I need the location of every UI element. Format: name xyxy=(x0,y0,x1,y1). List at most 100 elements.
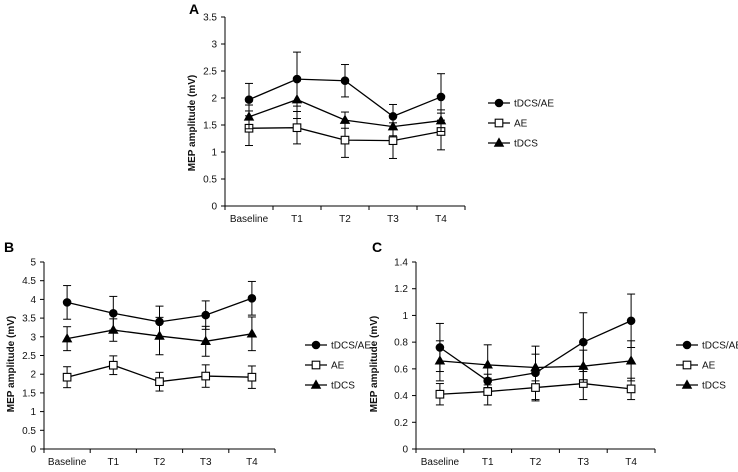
panel-c-series-tdcs-point xyxy=(578,360,589,370)
panel-a-series-tdcs-ae-point xyxy=(340,76,350,86)
panel-a-y-tick-label: 1.5 xyxy=(203,121,217,132)
panel-c-y-tick-label: 1.2 xyxy=(394,284,408,295)
panel-a-x-tick-label: T2 xyxy=(339,214,351,225)
panel-b-legend-marker xyxy=(311,360,321,370)
panel-a-series-tdcs-point xyxy=(243,111,255,121)
panel-c-x-tick-label: T1 xyxy=(482,457,494,468)
panel-b-series-tdcs-point xyxy=(61,333,73,343)
panel-b-y-tick-label: 1.5 xyxy=(22,388,36,399)
panel-a-series-ae-point xyxy=(340,135,350,145)
panel-c-x-tick-label: T4 xyxy=(625,457,637,468)
panel-b-series-tdcs-point xyxy=(246,328,258,338)
panel-c-y-tick-label: 0.4 xyxy=(394,391,408,402)
panel-c-legend-marker xyxy=(681,379,693,389)
panel-c-series-ae-point xyxy=(626,384,636,394)
panel-a-x-tick-label: T4 xyxy=(435,214,447,225)
panel-c-series-tdcs-point xyxy=(482,359,493,369)
panel-c-legend-marker xyxy=(682,360,692,370)
panel-a-series-ae-point xyxy=(388,136,398,146)
panel-b-series-tdcs-point xyxy=(154,330,165,340)
panel-b-series-ae-point xyxy=(201,371,211,381)
panel-b-legend-marker xyxy=(310,379,322,389)
panel-a-legend-marker xyxy=(494,118,504,128)
panel-b-x-tick-label: T2 xyxy=(154,457,166,468)
panel-c-series-tdcs-ae-point xyxy=(626,316,636,326)
panel-c-ylabel: MEP amplitude (mV) xyxy=(369,316,380,413)
panel-b-y-tick-label: 0 xyxy=(30,445,36,456)
panel-b-ylabel: MEP amplitude (mV) xyxy=(6,316,17,413)
panel-a-series-tdcs-ae-point xyxy=(244,95,254,104)
panel-c-x-tick-label: T3 xyxy=(577,457,589,468)
panel-a-legend-marker xyxy=(493,137,505,147)
panel-c-series-ae-point xyxy=(435,389,445,399)
panel-c-x-tick-label: Baseline xyxy=(421,457,460,468)
panel-b-y-tick-label: 2.5 xyxy=(22,351,36,362)
panel-a-x-tick-label: T1 xyxy=(291,214,303,225)
panel-b-series-tdcs-ae-point xyxy=(201,310,210,320)
panel-b-y-tick-label: 3 xyxy=(30,332,36,343)
panel-c-series-tdcs-ae-point xyxy=(579,337,588,347)
panel-c-series-tdcs-point xyxy=(434,355,446,365)
panel-a-y-tick-label: 0.5 xyxy=(203,175,217,186)
panel-b-series-tdcs-ae-point xyxy=(109,308,118,318)
panel-a: A MEP amplitude (mV) 0 0.5 1 1.5 2 2.5 3 3.5 Bas… xyxy=(187,1,554,225)
panel-c-series-ae-point xyxy=(531,383,540,392)
panel-a-series-ae-point xyxy=(292,123,302,133)
panel-b-y-tick-label: 2 xyxy=(30,370,36,381)
panel-a-y-tick-label: 0 xyxy=(211,202,217,213)
panel-a-legend-label: AE xyxy=(514,119,528,130)
panel-b-legend-marker xyxy=(311,340,321,350)
panel-b-series-tdcs-ae-point xyxy=(247,293,257,303)
panel-b-series-ae-point xyxy=(247,372,257,382)
panel-b-x-tick-label: T4 xyxy=(246,457,258,468)
panel-a-series-tdcs-point xyxy=(291,94,303,104)
panel-c-y-tick-label: 0.2 xyxy=(394,418,408,429)
panel-b-series-tdcs-point xyxy=(200,335,211,345)
panel-b-x-tick-label: T1 xyxy=(107,457,119,468)
panel-c-legend-label: tDCS/AE xyxy=(702,341,738,352)
panel-c-y-tick-label: 1 xyxy=(402,311,408,322)
panel-b-series-tdcs-point xyxy=(108,324,119,334)
panel-c-y-tick-label: 0.6 xyxy=(394,364,408,375)
panel-b-y-tick-label: 5 xyxy=(30,258,36,269)
panel-c: C MEP amplitude (mV) 0 0.2 0.4 0.6 0.8 1 1.2 1.… xyxy=(369,239,738,468)
panel-b-y-tick-label: 0.5 xyxy=(22,426,36,437)
panel-b-y-tick-label: 4 xyxy=(30,295,36,306)
panel-c-legend-label: AE xyxy=(702,361,716,372)
panel-a-series-tdcs-point xyxy=(435,115,447,125)
panel-b-series-ae-point xyxy=(155,377,164,387)
panel-a-y-tick-label: 2 xyxy=(211,94,217,105)
panel-c-series-tdcs-point xyxy=(530,361,541,372)
panel-b-x-tick-label: Baseline xyxy=(48,457,87,468)
panel-a-x-tick-label: T3 xyxy=(387,214,399,225)
panel-c-y-tick-label: 0.8 xyxy=(394,338,408,349)
panel-b-y-tick-label: 1 xyxy=(30,407,36,418)
panel-a-letter: A xyxy=(189,1,199,17)
panel-a-x-tick-label: Baseline xyxy=(230,214,269,225)
panel-a-series-tdcs-ae-point xyxy=(436,92,446,102)
panel-c-y-tick-label: 1.4 xyxy=(394,258,408,269)
panel-c-series-ae-point xyxy=(483,387,493,396)
panel-a-legend-label: tDCS/AE xyxy=(514,99,554,110)
panel-b-y-tick-label: 3.5 xyxy=(22,314,36,325)
panel-b-series-ae-point xyxy=(108,360,118,370)
panel-a-legend-label: tDCS xyxy=(514,139,538,150)
panel-c-legend-label: tDCS xyxy=(702,381,726,392)
panel-a-y-tick-label: 3 xyxy=(211,40,217,51)
panel-b-y-tick-label: 4.5 xyxy=(22,276,36,287)
panel-a-y-tick-label: 2.5 xyxy=(203,67,217,78)
panel-b-legend-label: tDCS xyxy=(331,381,355,392)
panel-c-x-tick-label: T2 xyxy=(530,457,542,468)
panel-b-series-ae-point xyxy=(62,372,72,382)
panel-a-y-tick-label: 3.5 xyxy=(203,13,217,24)
panel-b-legend-label: tDCS/AE xyxy=(331,341,371,352)
panel-c-series-tdcs-point xyxy=(625,355,637,365)
panel-a-series-tdcs-point xyxy=(387,121,399,131)
panel-b: B MEP amplitude (mV) 0 0.5 1 1.5 2 2.5 3 3.5 4 4.… xyxy=(4,239,371,468)
panel-a-y-tick-label: 1 xyxy=(211,148,217,159)
panel-c-legend-marker xyxy=(682,340,692,350)
panel-b-letter: B xyxy=(4,239,14,255)
panel-b-x-tick-label: T3 xyxy=(200,457,212,468)
panel-c-y-tick-label: 0 xyxy=(402,445,408,456)
